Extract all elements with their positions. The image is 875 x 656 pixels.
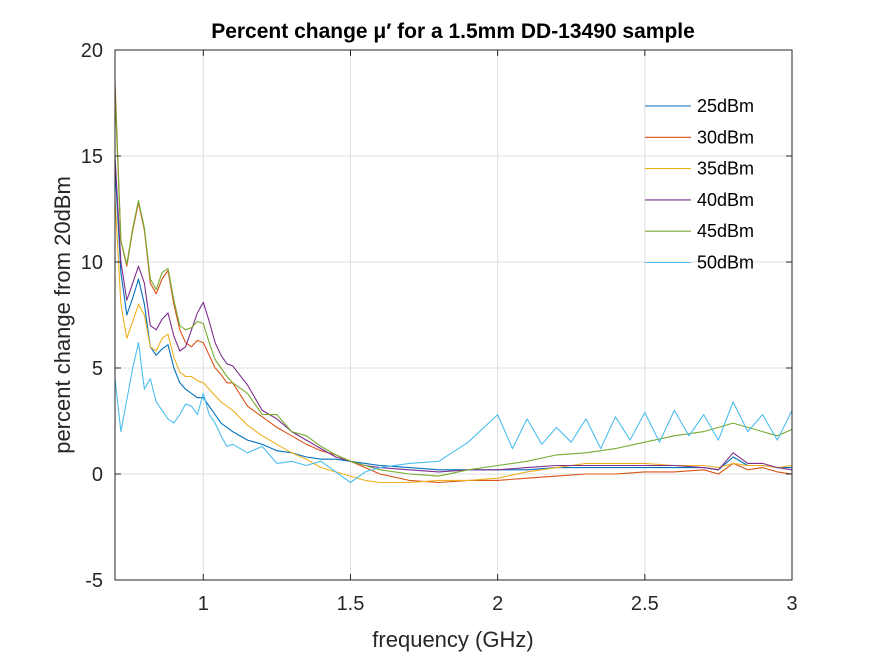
y-tick-label: 0 xyxy=(92,464,103,486)
series-line-45dBm xyxy=(115,92,792,477)
y-axis-label: percent change from 20dBm xyxy=(50,176,75,454)
chart-title: Percent change μ′ for a 1.5mm DD-13490 s… xyxy=(211,20,695,43)
legend-label: 45dBm xyxy=(697,221,754,241)
legend-label: 40dBm xyxy=(697,190,754,210)
legend-label: 25dBm xyxy=(697,96,754,116)
y-tick-label: 10 xyxy=(81,252,103,274)
series-line-50dBm xyxy=(115,342,792,484)
series-line-40dBm xyxy=(115,155,792,473)
legend-label: 50dBm xyxy=(697,253,754,273)
x-axis-ticks: 1 1.5 2 2.5 3 xyxy=(198,50,798,615)
x-tick-label: 3 xyxy=(786,593,797,615)
plot-area xyxy=(115,50,792,580)
y-tick-label: 20 xyxy=(81,40,103,62)
x-axis-label: frequency (GHz) xyxy=(372,627,533,652)
series-line-35dBm xyxy=(115,198,792,484)
y-tick-label: 15 xyxy=(81,146,103,168)
series-line-25dBm xyxy=(115,166,792,471)
y-tick-label: 5 xyxy=(92,358,103,380)
series-line-30dBm xyxy=(115,81,792,484)
y-axis-ticks: -5 0 5 10 15 20 xyxy=(81,40,792,592)
y-tick-label: -5 xyxy=(85,570,103,592)
x-tick-label: 2 xyxy=(492,593,503,615)
legend-label: 35dBm xyxy=(697,159,754,179)
x-tick-label: 2.5 xyxy=(631,593,659,615)
x-tick-label: 1.5 xyxy=(337,593,365,615)
legend: 25dBm 30dBm 35dBm 40dBm 45dBm 50dBm xyxy=(645,96,754,273)
legend-label: 30dBm xyxy=(697,127,754,147)
series-lines xyxy=(115,81,792,484)
axes-box xyxy=(114,49,793,581)
x-tick-label: 1 xyxy=(198,593,209,615)
